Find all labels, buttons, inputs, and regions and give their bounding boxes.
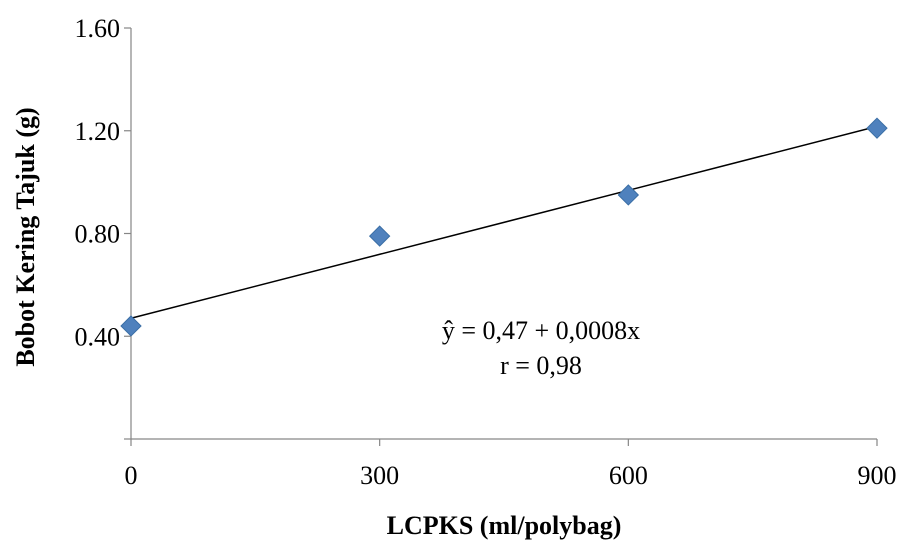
correlation-label: r = 0,98 xyxy=(500,351,582,380)
data-point xyxy=(368,225,391,247)
plot-area: 0.40 0.80 1.20 1.60 0 300 600 900 xyxy=(75,14,897,490)
x-tick-label: 300 xyxy=(360,461,399,490)
regression-equation: ŷ = 0,47 + 0,0008x xyxy=(442,316,640,345)
x-axis-title: LCPKS (ml/polybag) xyxy=(387,511,622,540)
y-tick-label: 1.20 xyxy=(75,117,121,146)
x-tick-label: 900 xyxy=(858,461,897,490)
y-tick-label: 1.60 xyxy=(75,14,121,43)
y-axis-title: Bobot Kering Tajuk (g) xyxy=(11,107,40,366)
data-point xyxy=(120,315,142,337)
trendline xyxy=(130,125,878,319)
x-tick-label: 600 xyxy=(609,461,648,490)
y-tick-label: 0.40 xyxy=(75,322,121,351)
y-tick-label: 0.80 xyxy=(75,220,121,249)
x-tick-label: 0 xyxy=(125,461,138,490)
data-point xyxy=(866,117,888,139)
data-point xyxy=(617,184,640,206)
